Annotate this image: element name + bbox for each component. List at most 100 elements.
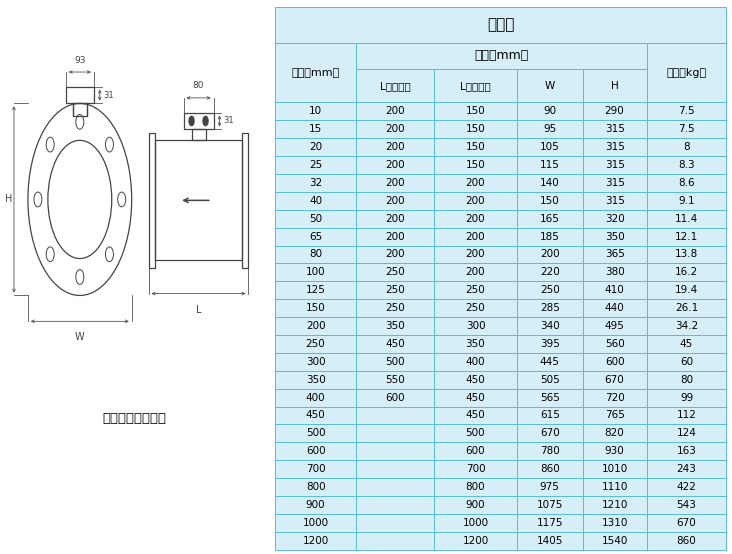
Bar: [434, 138, 517, 156]
Text: 543: 543: [676, 500, 696, 510]
Bar: [646, 102, 726, 120]
Bar: [646, 174, 726, 192]
Text: 80: 80: [680, 375, 693, 384]
Bar: [583, 156, 646, 174]
Bar: [356, 245, 434, 264]
Text: 820: 820: [605, 428, 624, 438]
Text: 12.1: 12.1: [675, 232, 698, 242]
Bar: [275, 264, 356, 281]
Bar: [583, 388, 646, 407]
Text: 1540: 1540: [602, 536, 628, 546]
Text: 90: 90: [543, 106, 556, 116]
Text: 尺寸（mm）: 尺寸（mm）: [474, 49, 529, 63]
Text: 1310: 1310: [602, 518, 628, 528]
Text: L（四氟）: L（四氟）: [380, 81, 411, 91]
Bar: [517, 299, 583, 317]
Bar: [583, 210, 646, 228]
Bar: [275, 264, 356, 281]
Text: 315: 315: [605, 142, 624, 152]
Text: 200: 200: [466, 232, 485, 242]
Bar: [646, 43, 726, 102]
Bar: [646, 245, 726, 264]
Text: 220: 220: [540, 268, 560, 278]
Bar: [517, 281, 583, 299]
Bar: [275, 174, 356, 192]
Text: 350: 350: [605, 232, 624, 242]
Bar: [517, 228, 583, 245]
Bar: [517, 264, 583, 281]
Bar: [356, 69, 434, 102]
Text: 8.3: 8.3: [679, 160, 695, 170]
Bar: [583, 371, 646, 388]
Text: L（橡胶）: L（橡胶）: [460, 81, 491, 91]
Bar: [583, 460, 646, 478]
Bar: [434, 514, 517, 532]
Bar: [646, 156, 726, 174]
Text: W: W: [75, 332, 85, 342]
Bar: [275, 120, 356, 138]
Bar: [275, 407, 356, 424]
Bar: [356, 317, 434, 335]
Bar: [275, 478, 356, 496]
Bar: [583, 496, 646, 514]
Bar: [646, 514, 726, 532]
Bar: [646, 317, 726, 335]
Text: 350: 350: [385, 321, 405, 331]
Text: 700: 700: [306, 464, 326, 474]
Bar: [583, 192, 646, 210]
Bar: [275, 192, 356, 210]
Text: 500: 500: [306, 428, 326, 438]
Text: 163: 163: [676, 446, 696, 456]
Bar: [646, 192, 726, 210]
Bar: [275, 245, 356, 264]
Bar: [356, 192, 434, 210]
Bar: [646, 264, 726, 281]
Bar: [434, 192, 517, 210]
Text: 350: 350: [306, 375, 326, 384]
Text: 150: 150: [466, 160, 485, 170]
Bar: [583, 317, 646, 335]
Text: 765: 765: [605, 411, 624, 420]
Text: 1405: 1405: [537, 536, 563, 546]
Bar: [356, 388, 434, 407]
Text: 200: 200: [466, 268, 485, 278]
Bar: [275, 424, 356, 442]
Text: 32: 32: [309, 178, 322, 188]
Text: 900: 900: [466, 500, 485, 510]
Bar: [356, 156, 434, 174]
Text: 112: 112: [676, 411, 696, 420]
Text: 250: 250: [385, 268, 405, 278]
Text: 26.1: 26.1: [675, 303, 698, 313]
Text: 250: 250: [466, 285, 485, 295]
Text: 800: 800: [466, 482, 485, 492]
Text: 975: 975: [539, 482, 560, 492]
Bar: [646, 353, 726, 371]
Bar: [434, 317, 517, 335]
Bar: [434, 156, 517, 174]
Bar: [356, 210, 434, 228]
Bar: [434, 460, 517, 478]
Bar: [184, 112, 214, 129]
Bar: [434, 69, 517, 102]
Bar: [646, 442, 726, 460]
Text: 285: 285: [539, 303, 560, 313]
Bar: [434, 264, 517, 281]
Bar: [517, 174, 583, 192]
Text: 1200: 1200: [302, 536, 329, 546]
Text: 80: 80: [193, 81, 204, 90]
Text: 495: 495: [605, 321, 624, 331]
Bar: [517, 496, 583, 514]
Bar: [517, 460, 583, 478]
Bar: [583, 442, 646, 460]
Bar: [356, 156, 434, 174]
Text: 670: 670: [676, 518, 696, 528]
Bar: [583, 120, 646, 138]
Text: 60: 60: [680, 357, 693, 367]
Bar: [434, 102, 517, 120]
Bar: [356, 514, 434, 532]
Bar: [646, 442, 726, 460]
Bar: [434, 353, 517, 371]
Bar: [154, 140, 242, 260]
Text: 125: 125: [306, 285, 326, 295]
Bar: [646, 156, 726, 174]
